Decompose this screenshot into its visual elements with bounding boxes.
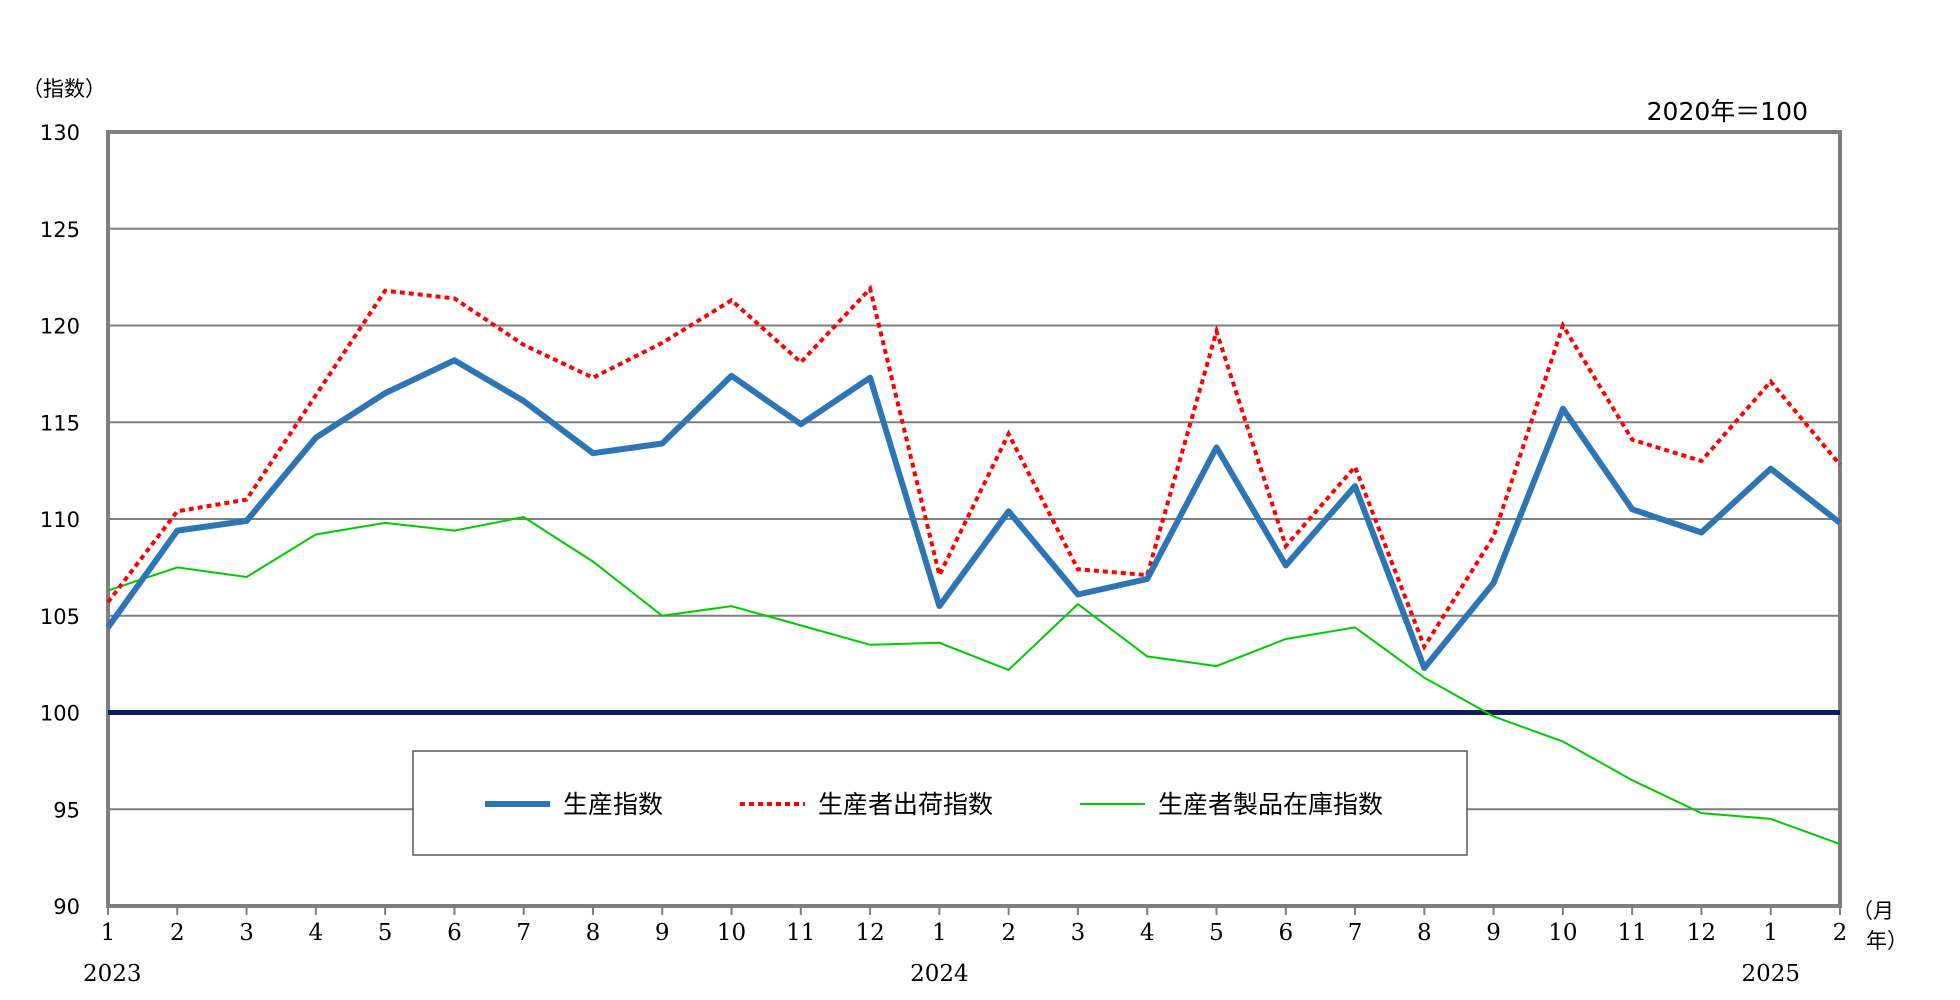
y-tick-label: 90	[53, 895, 80, 919]
x-tick-label: 6	[1278, 920, 1293, 946]
x-axis-unit-month: （月	[1852, 899, 1894, 923]
x-tick-label: 2	[1001, 920, 1016, 946]
x-axis-unit-year: 年）	[1866, 929, 1908, 953]
legend-label-inventory: 生産者製品在庫指数	[1158, 790, 1383, 819]
series-line-1	[106, 284, 1842, 652]
plot-area-frame	[106, 130, 1842, 908]
x-tick-label: 6	[447, 920, 462, 946]
x-tick-label: 1	[101, 920, 116, 946]
y-axis-unit-label: （指数）	[22, 77, 106, 101]
x-tick-label: 10	[717, 920, 746, 946]
legend-label-shipments: 生産者出荷指数	[818, 790, 993, 819]
x-tick-label: 7	[516, 920, 531, 946]
x-tick-label: 5	[1209, 920, 1224, 946]
x-tick-label: 3	[239, 920, 254, 946]
x-tick-label: 1	[932, 920, 947, 946]
y-tick-label: 95	[53, 798, 80, 822]
series-lines	[105, 284, 1842, 846]
y-tick-label: 120	[40, 315, 80, 339]
gridlines	[108, 227, 1840, 811]
legend-box	[412, 750, 1468, 856]
base-year-note: 2020年＝100	[1647, 97, 1808, 126]
x-year-label: 2025	[1741, 961, 1800, 987]
series-line-0	[105, 357, 1842, 671]
x-tick-label: 9	[655, 920, 670, 946]
y-tick-label: 125	[40, 218, 80, 242]
x-tick-label: 4	[309, 920, 324, 946]
legend-label-production: 生産指数	[563, 790, 663, 819]
x-tick-label: 11	[1618, 920, 1647, 946]
x-tick-label: 5	[378, 920, 393, 946]
x-tick-label: 2	[1833, 920, 1848, 946]
y-tick-label: 115	[40, 411, 80, 435]
y-axis-ticks: 90 95 100 105 110 115 120 125 130	[40, 121, 80, 919]
x-tick-label: 7	[1348, 920, 1363, 946]
x-tick-label: 11	[786, 920, 815, 946]
legend: 生産指数 生産者出荷指数 生産者製品在庫指数	[412, 750, 1468, 856]
x-tick-label: 3	[1071, 920, 1086, 946]
x-tick-label: 4	[1140, 920, 1155, 946]
x-year-label: 2023	[83, 961, 142, 987]
y-tick-label: 130	[40, 121, 80, 145]
x-tick-label: 12	[1687, 920, 1716, 946]
x-tick-label: 1	[1763, 920, 1778, 946]
x-tick-label: 9	[1486, 920, 1501, 946]
x-tick-label: 2	[170, 920, 185, 946]
y-tick-label: 100	[40, 702, 80, 726]
x-tick-label: 10	[1548, 920, 1577, 946]
x-year-label: 2024	[910, 961, 969, 987]
y-tick-label: 110	[40, 508, 80, 532]
series-line-2	[107, 516, 1841, 846]
x-tick-label: 12	[855, 920, 884, 946]
x-tick-label: 8	[1417, 920, 1432, 946]
y-tick-label: 105	[40, 605, 80, 629]
x-tick-label: 8	[586, 920, 601, 946]
